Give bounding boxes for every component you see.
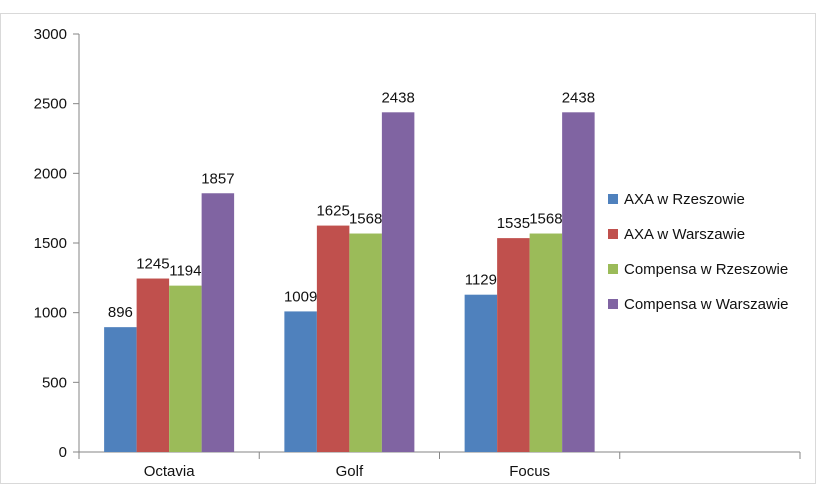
bar <box>136 278 170 452</box>
bar <box>104 327 137 452</box>
bar <box>381 112 415 453</box>
data-label: 1245 <box>136 256 169 273</box>
x-tick-label: Focus <box>509 463 550 480</box>
bar <box>316 225 350 452</box>
x-tick-label: Octavia <box>144 463 196 480</box>
data-label: 1009 <box>284 288 317 305</box>
legend-swatch <box>608 229 618 239</box>
data-label: 896 <box>108 304 133 321</box>
y-tick-label: 500 <box>42 374 67 391</box>
y-axis: 0 500 1000 1500 2000 2500 3000 <box>34 26 80 461</box>
legend-label: AXA w Rzeszowie <box>624 191 745 208</box>
legend-label: Compensa w Rzeszowie <box>624 261 788 278</box>
bar <box>529 233 563 452</box>
data-labels: 896 1009 1129 1245 1625 1535 1194 1568 1568 1857 2… <box>108 89 595 321</box>
y-tick-label: 1500 <box>34 235 67 252</box>
data-label: 1857 <box>201 170 234 187</box>
y-tick-label: 0 <box>59 444 67 461</box>
legend-swatch <box>608 264 618 274</box>
y-tick-label: 2500 <box>34 96 67 113</box>
data-label: 1568 <box>349 211 382 228</box>
y-tick-label: 2000 <box>34 165 67 182</box>
legend: AXA w Rzeszowie AXA w Warszawie Compensa w… <box>608 191 789 313</box>
bar <box>497 238 530 452</box>
data-label: 1568 <box>529 211 562 228</box>
bar <box>464 294 498 452</box>
data-label: 2438 <box>562 89 595 106</box>
legend-swatch <box>608 194 618 204</box>
y-tick-label: 3000 <box>34 26 67 43</box>
legend-swatch <box>608 299 618 309</box>
bar <box>349 233 382 452</box>
bar <box>284 311 317 452</box>
data-label: 1625 <box>316 203 349 220</box>
data-label: 2438 <box>381 89 414 106</box>
data-label: 1194 <box>169 263 201 280</box>
bar <box>562 112 595 453</box>
bars <box>104 112 595 453</box>
legend-label: Compensa w Warszawie <box>624 296 789 313</box>
bar <box>201 193 235 452</box>
data-label: 1535 <box>497 215 530 232</box>
y-tick-label: 1000 <box>34 305 67 322</box>
bar <box>169 285 202 452</box>
x-axis: Octavia Golf Focus <box>78 451 801 480</box>
legend-label: AXA w Warszawie <box>624 226 745 243</box>
data-label: 1129 <box>465 272 497 289</box>
x-tick-label: Golf <box>336 463 364 480</box>
